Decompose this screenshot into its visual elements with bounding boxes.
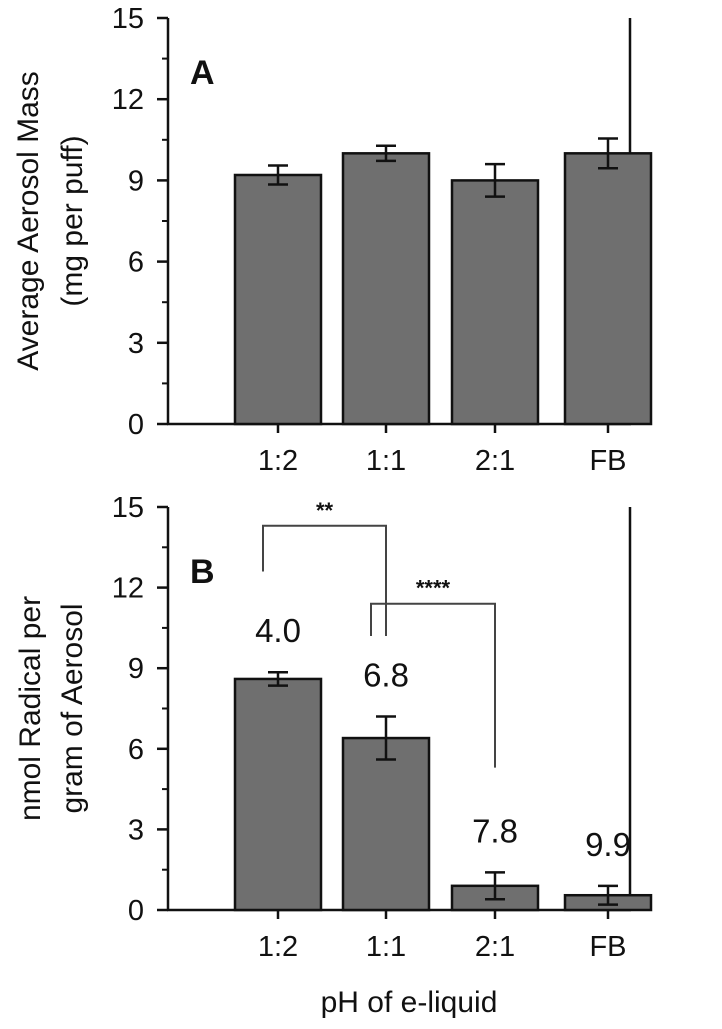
- panel-a-y-tick-label: 0: [128, 409, 144, 441]
- panel-b-y-tick-label: 12: [112, 573, 144, 605]
- panel-a-x-tick-label: 1:1: [366, 445, 406, 477]
- panel-b-y-tick-label: 6: [128, 734, 144, 766]
- panel-a-y-tick-label: 9: [128, 165, 144, 197]
- panel-b-x-tick-label: FB: [589, 931, 626, 963]
- panel-a-bar: [563, 152, 653, 426]
- panel-a-bar: [233, 173, 323, 426]
- panel-a-x-tick-label: 2:1: [475, 445, 515, 477]
- panel-a-y-tick-label: 12: [112, 84, 144, 116]
- panel-a-bar: [450, 179, 540, 426]
- panel-b-significance-bracket: [262, 524, 387, 636]
- panel-b-significance-label: ****: [416, 576, 451, 601]
- panel-b-y-axis-title: nmol Radical per: [14, 596, 47, 821]
- panel-b-bar: [233, 677, 323, 912]
- panel-b-y-tick-label: 3: [128, 814, 144, 846]
- panel-a-y-tick-label: 6: [128, 247, 144, 279]
- panel-b-x-tick-label: 1:1: [366, 931, 406, 963]
- panel-a-y-axis-title: Average Aerosol Mass: [12, 71, 45, 371]
- panel-a-y-tick-label: 3: [128, 328, 144, 360]
- panel-b-y-tick-label: 15: [112, 492, 144, 524]
- panel-b-data-label: 9.9: [585, 826, 631, 863]
- panel-a-label: A: [190, 54, 215, 92]
- panel-b-x-axis-title: pH of e-liquid: [321, 986, 498, 1019]
- panel-a-y-tick-label: 15: [112, 3, 144, 35]
- panel-b-data-label: 7.8: [472, 812, 518, 849]
- panel-b-label: B: [190, 553, 215, 591]
- panel-b-significance-label: **: [316, 498, 334, 523]
- panel-a-y-axis-title: (mg per puff): [56, 135, 89, 306]
- panel-b-data-label: 4.0: [255, 612, 301, 649]
- panel-a-x-tick-label: FB: [589, 445, 626, 477]
- panel-a-bar: [341, 152, 431, 426]
- panel-b-bar: [341, 736, 431, 912]
- panel-a-x-tick-label: 1:2: [258, 445, 298, 477]
- panel-b-x-tick-label: 2:1: [475, 931, 515, 963]
- panel-b-y-tick-label: 9: [128, 653, 144, 685]
- panel-b-significance-bracket: [370, 602, 496, 768]
- panel-b-y-axis-title: gram of Aerosol: [56, 603, 89, 813]
- panel-b-y-tick-label: 0: [128, 895, 144, 927]
- panel-b-x-tick-label: 1:2: [258, 931, 298, 963]
- panel-b-data-label: 6.8: [363, 657, 409, 694]
